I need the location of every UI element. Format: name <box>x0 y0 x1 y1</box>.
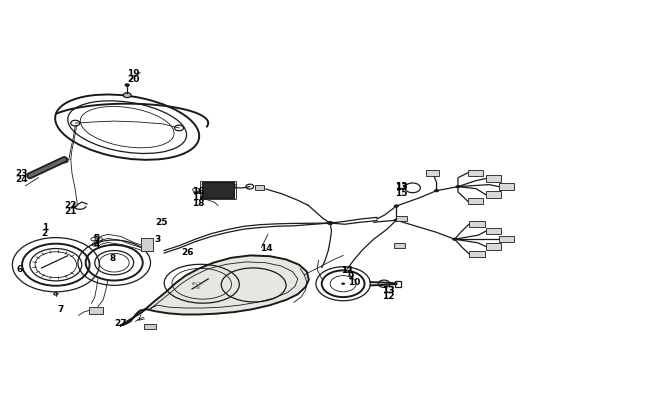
Text: 25: 25 <box>155 217 168 226</box>
Text: 19: 19 <box>127 69 140 78</box>
Text: 6: 6 <box>17 264 23 274</box>
Text: 8: 8 <box>109 253 115 262</box>
Text: 4: 4 <box>94 239 100 248</box>
Circle shape <box>452 238 458 241</box>
Text: 27: 27 <box>114 318 127 327</box>
Text: 3: 3 <box>155 234 161 243</box>
Text: 13: 13 <box>395 182 408 191</box>
Text: 9: 9 <box>348 271 354 280</box>
Text: 13: 13 <box>395 183 408 192</box>
Text: 7: 7 <box>58 304 64 313</box>
Circle shape <box>434 190 439 193</box>
Bar <box>499 237 514 243</box>
Bar <box>499 184 514 190</box>
Text: 11: 11 <box>341 265 353 275</box>
Text: 13: 13 <box>382 286 395 294</box>
Text: 5: 5 <box>94 233 99 242</box>
Bar <box>469 251 484 258</box>
Bar <box>89 307 103 314</box>
Text: 11: 11 <box>341 265 353 275</box>
Text: 2: 2 <box>42 228 48 237</box>
Text: ARCTIC
CAT: ARCTIC CAT <box>192 281 205 290</box>
Polygon shape <box>121 256 309 326</box>
Circle shape <box>124 94 131 98</box>
Bar <box>142 239 153 251</box>
Bar <box>144 324 156 330</box>
Bar <box>469 222 484 228</box>
Text: 18: 18 <box>192 199 205 208</box>
Bar <box>486 192 501 198</box>
Bar <box>396 216 408 221</box>
Text: 21: 21 <box>64 207 77 216</box>
Bar <box>202 183 233 198</box>
Circle shape <box>341 283 345 285</box>
Text: 10: 10 <box>348 277 360 286</box>
Bar <box>486 244 501 250</box>
Bar <box>468 198 483 205</box>
Text: 26: 26 <box>181 247 194 256</box>
Text: 14: 14 <box>260 243 273 252</box>
Text: 13: 13 <box>382 286 395 294</box>
Text: 16: 16 <box>192 187 205 196</box>
Text: 24: 24 <box>15 175 27 184</box>
Bar <box>255 186 265 191</box>
Bar <box>426 171 439 176</box>
Circle shape <box>394 219 399 222</box>
Text: 20: 20 <box>127 75 140 84</box>
Circle shape <box>327 222 333 226</box>
Circle shape <box>456 185 461 189</box>
Text: 15: 15 <box>395 189 408 198</box>
Bar <box>486 176 501 182</box>
Bar <box>486 228 501 235</box>
Bar <box>468 170 483 177</box>
Text: 22: 22 <box>64 201 77 210</box>
Text: 23: 23 <box>15 169 27 178</box>
Bar <box>394 243 406 249</box>
Circle shape <box>125 85 129 87</box>
Bar <box>200 181 236 200</box>
Text: 1: 1 <box>42 222 48 231</box>
Text: 12: 12 <box>382 292 395 301</box>
Circle shape <box>394 205 399 208</box>
Text: 17: 17 <box>192 193 205 202</box>
